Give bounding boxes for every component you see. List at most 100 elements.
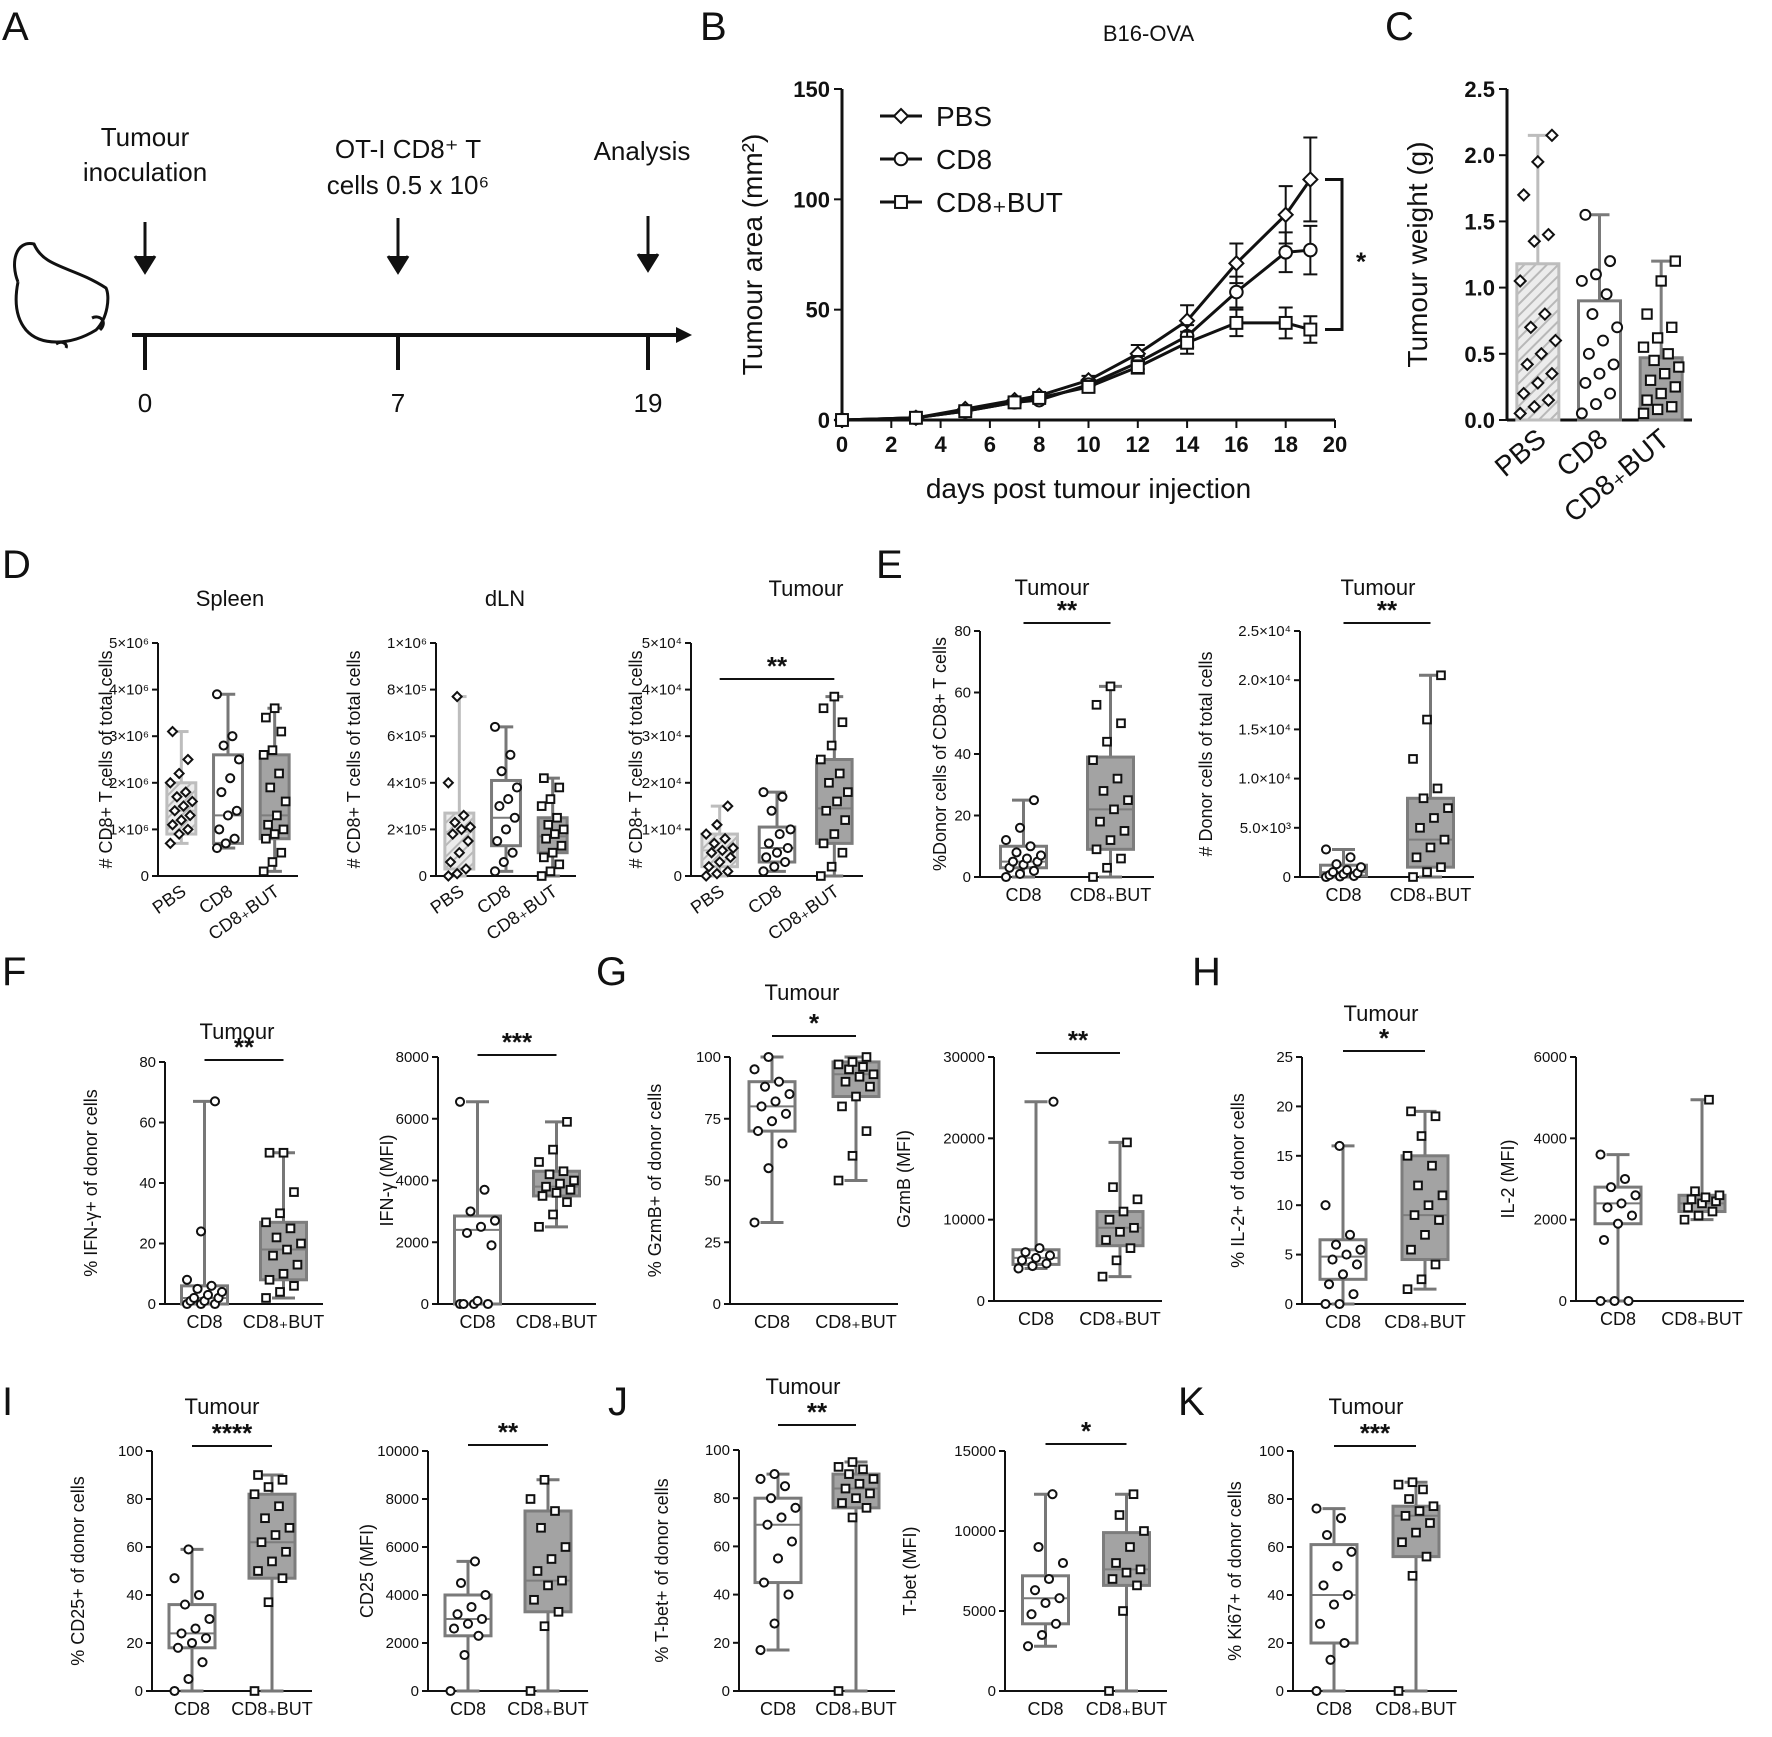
significance-label: ** (1068, 1025, 1089, 1055)
data-point (1128, 1489, 1139, 1500)
data-point (284, 1522, 295, 1533)
data-point (1619, 1173, 1631, 1185)
data-point (496, 766, 507, 777)
data-point (1025, 841, 1036, 852)
data-point (442, 870, 455, 882)
data-point (758, 1577, 770, 1588)
x-tick-label: 20 (1323, 432, 1347, 457)
data-point (1595, 1295, 1606, 1307)
data-point (1630, 1190, 1641, 1201)
data-point (1534, 346, 1549, 361)
data-point (1432, 783, 1443, 794)
box-plot-e1: 0 20 40 60 80%Donor cells of CD8+ T cells Tum… (930, 575, 1154, 905)
y-tick-label: 2.0 (1464, 143, 1495, 168)
data-point (177, 800, 190, 813)
data-point (175, 814, 188, 826)
data-point (727, 842, 740, 854)
data-point (1020, 1247, 1031, 1258)
y-tick-label: 50 (806, 298, 830, 323)
data-point (179, 1599, 191, 1610)
chart-title: Tumour (185, 1394, 260, 1419)
data-point (214, 824, 225, 835)
category-label: CD8 (186, 1312, 222, 1332)
data-point (868, 1069, 879, 1080)
data-point (455, 1577, 467, 1589)
data-point (1135, 1564, 1146, 1575)
data-point (209, 1096, 221, 1107)
y-axis-label: # CD8+ T cells of total cells (344, 651, 364, 869)
y-tick-label: 10000 (943, 1212, 985, 1229)
y-axis-label: # Donor cells of total cells (1196, 651, 1216, 856)
data-point (705, 846, 718, 859)
significance-label: * (1379, 1023, 1390, 1053)
data-point (1331, 859, 1342, 870)
y-tick-label: 30000 (943, 1049, 985, 1066)
y-tick-label: 0 (674, 868, 682, 885)
data-point (755, 1473, 766, 1484)
y-tick-label: 6000 (386, 1539, 419, 1556)
data-point (1541, 227, 1556, 242)
data-point (1320, 1200, 1331, 1211)
data-point (256, 1537, 267, 1548)
data-point (780, 856, 791, 868)
data-point (544, 1169, 555, 1180)
data-point (1545, 366, 1559, 381)
data-point (1434, 1215, 1444, 1225)
data-point (525, 1494, 536, 1504)
y-tick-label: 3×10⁴ (642, 728, 682, 745)
data-point (1586, 308, 1599, 321)
data-point (545, 866, 556, 877)
timeline-event-2-label-line-1: OT-I CD8⁺ T (335, 134, 481, 164)
data-point (851, 1493, 861, 1504)
data-point (1537, 307, 1552, 321)
data-point (229, 833, 240, 844)
data-point (1114, 1510, 1125, 1520)
data-point (1057, 1557, 1069, 1569)
data-point (475, 1221, 487, 1232)
timeline-arrowhead (676, 327, 692, 343)
data-point (539, 1621, 550, 1632)
y-tick-label: 0 (977, 1293, 985, 1310)
data-point (216, 1286, 228, 1297)
data-point (833, 1059, 844, 1070)
data-point (466, 1601, 477, 1613)
data-point (548, 1209, 558, 1220)
data-point (1707, 1206, 1718, 1217)
data-point (274, 1501, 284, 1512)
data-point (1397, 1537, 1407, 1548)
data-point (833, 1686, 844, 1696)
y-tick-label: 100 (1259, 1443, 1284, 1460)
data-point (769, 1469, 780, 1480)
data-point (220, 838, 231, 849)
data-point (489, 1215, 501, 1226)
data-point (769, 861, 780, 872)
data-point (766, 805, 777, 816)
x-tick-label: 12 (1126, 432, 1150, 457)
data-point (1112, 773, 1123, 784)
chart-title: Spleen (196, 586, 265, 611)
data-point (708, 837, 721, 850)
category-label: PBS (687, 881, 728, 918)
data-point (272, 810, 282, 821)
y-tick-label: 40 (1267, 1587, 1284, 1604)
category-label: CD8₊BUT (1079, 1309, 1161, 1329)
significance-label: *** (1360, 1418, 1391, 1448)
data-point (289, 1281, 299, 1291)
data-point (1050, 1618, 1062, 1629)
data-point (1648, 354, 1660, 367)
y-tick-label: 60 (713, 1538, 730, 1555)
data-point (270, 1530, 281, 1540)
data-point (1132, 1194, 1143, 1205)
y-tick-label: 80 (139, 1054, 156, 1071)
data-point (1408, 754, 1418, 764)
data-point (776, 1512, 787, 1523)
data-point (854, 1071, 865, 1082)
chart-title: Tumour (1341, 575, 1416, 600)
y-tick-label: 40 (126, 1587, 143, 1604)
data-point (275, 1287, 285, 1297)
data-point (755, 1644, 766, 1656)
box-plot-j2: 0 5000 10000 15000 T-bet (MFI) CD8 CD8₊BUT * (900, 1416, 1167, 1719)
y-tick-label: 0 (419, 868, 427, 885)
data-point (509, 812, 520, 823)
